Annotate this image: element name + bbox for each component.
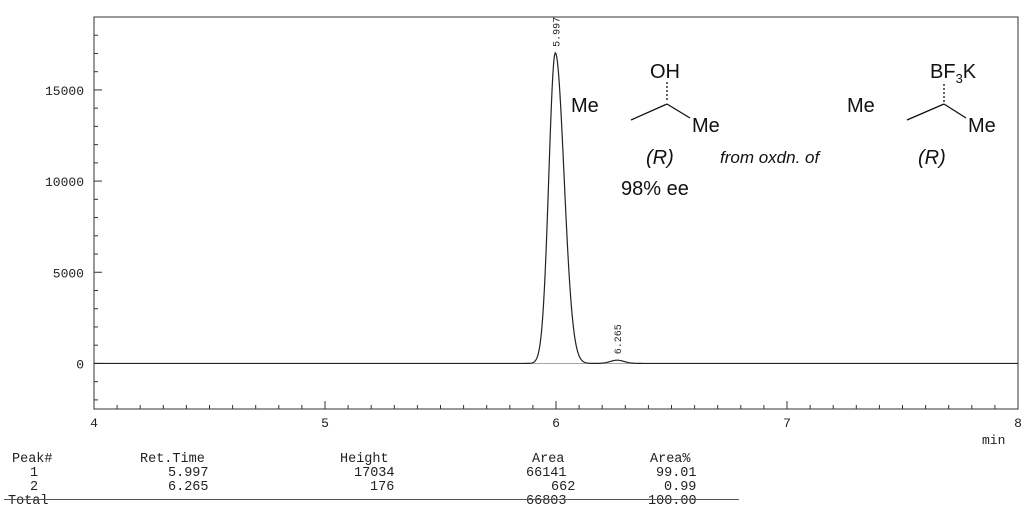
y-tick-label: 0 [76, 357, 84, 372]
cell-area-pct: 0.99 [664, 480, 697, 495]
total-label: Total [8, 494, 49, 509]
cell-area: 66141 [526, 466, 567, 481]
borate-left-me: Me [847, 95, 875, 117]
cell-height: 176 [370, 480, 395, 495]
header-height: Height [340, 452, 389, 467]
y-tick-label: 15000 [45, 84, 84, 99]
peak-table: Peak# Ret.Time Height Area Area% 1 5.997… [0, 452, 760, 509]
chromatogram-trace [94, 51, 1018, 365]
axis-tick-labels: 4 5 6 7 8 0 5000 10000 15000 [45, 84, 1022, 431]
table-header-row: Peak# Ret.Time Height Area Area% [0, 452, 760, 467]
cell-area: 662 [551, 480, 576, 495]
cell-area-pct: 99.01 [656, 466, 697, 481]
cell-ret-time: 6.265 [168, 480, 209, 495]
y-tick-label: 5000 [53, 266, 84, 281]
header-area-pct: Area% [650, 452, 691, 467]
peak-time-label: 5.997 [552, 17, 563, 47]
alcohol-oh: OH [650, 61, 680, 83]
x-axis-unit-label: min [982, 433, 1005, 448]
from-oxidation-label: from oxdn. of [720, 148, 821, 167]
table-total-row: Total 66803 100.00 [0, 494, 760, 509]
plot-frame [93, 16, 1019, 410]
x-tick-label: 4 [90, 416, 98, 431]
x-tick-label: 6 [552, 416, 560, 431]
alcohol-left-me: Me [571, 95, 599, 117]
header-area: Area [532, 452, 565, 467]
alcohol-config: (R) [646, 147, 674, 169]
header-peak: Peak# [12, 452, 53, 467]
alcohol-right-me: Me [692, 115, 720, 137]
borate-bf3k: BF3K [930, 61, 977, 86]
alcohol-structure: Me OH Me (R) 98% ee [571, 61, 720, 200]
cell-peak: 2 [30, 480, 39, 495]
cell-ret-time: 5.997 [168, 466, 209, 481]
table-row: 1 5.997 17034 66141 99.01 [0, 466, 760, 481]
total-area: 66803 [526, 494, 567, 509]
borate-config: (R) [918, 147, 946, 169]
axis-ticks [93, 34, 1019, 409]
y-tick-label: 10000 [45, 175, 84, 190]
borate-right-me: Me [968, 115, 996, 137]
x-tick-label: 8 [1014, 416, 1022, 431]
peak-time-label: 6.265 [614, 324, 625, 354]
trifluoroborate-structure: Me BF3K Me (R) [847, 61, 996, 169]
x-tick-label: 7 [783, 416, 791, 431]
cell-peak: 1 [30, 466, 39, 481]
total-area-pct: 100.00 [648, 494, 697, 509]
peak-labels: 5.997 6.265 [552, 17, 625, 354]
header-ret-time: Ret.Time [140, 452, 205, 467]
chromatogram-chart: 4 5 6 7 8 0 5000 10000 15000 5.997 6.265 min Me O… [45, 16, 1022, 448]
table-row: 2 6.265 176 662 0.99 [0, 480, 760, 495]
x-tick-label: 5 [321, 416, 329, 431]
cell-height: 17034 [354, 466, 395, 481]
enantiomeric-excess: 98% ee [621, 178, 689, 200]
total-separator-line [4, 499, 739, 500]
